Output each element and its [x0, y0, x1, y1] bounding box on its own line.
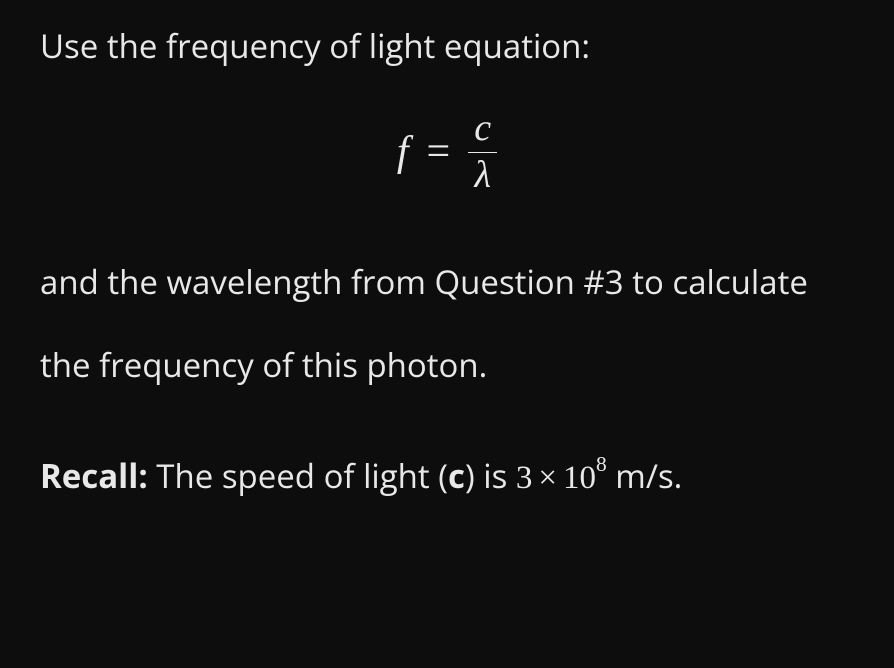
equation: f = c λ — [397, 108, 497, 197]
recall-label: Recall: — [40, 453, 148, 498]
recall-part1: The speed of light ( — [148, 453, 448, 498]
equation-operator: = — [427, 119, 451, 186]
recall-c: c — [448, 453, 465, 498]
sol-coefficient: 3 — [516, 460, 533, 496]
middle-text-content: and the wavelength from Question #3 to c… — [40, 259, 808, 387]
equation-block: f = c λ — [40, 108, 854, 197]
equation-denominator: λ — [468, 153, 496, 197]
recall-part2: ) is — [465, 453, 516, 498]
recall-text: Recall: The speed of light (c) is 3×108 … — [40, 436, 854, 518]
sol-base: 10 — [563, 460, 596, 496]
speed-of-light: 3×108 — [516, 460, 607, 496]
equation-numerator: c — [468, 108, 497, 152]
intro-text: Use the frequency of light equation: — [40, 20, 854, 73]
middle-text: and the wavelength from Question #3 to c… — [40, 241, 854, 406]
intro-text-content: Use the frequency of light equation: — [40, 23, 590, 68]
equation-lhs: f — [397, 119, 409, 186]
equation-fraction: c λ — [468, 108, 497, 197]
sol-times: × — [538, 460, 557, 496]
recall-part3: m/s. — [607, 453, 683, 498]
sol-exponent: 8 — [596, 452, 607, 476]
